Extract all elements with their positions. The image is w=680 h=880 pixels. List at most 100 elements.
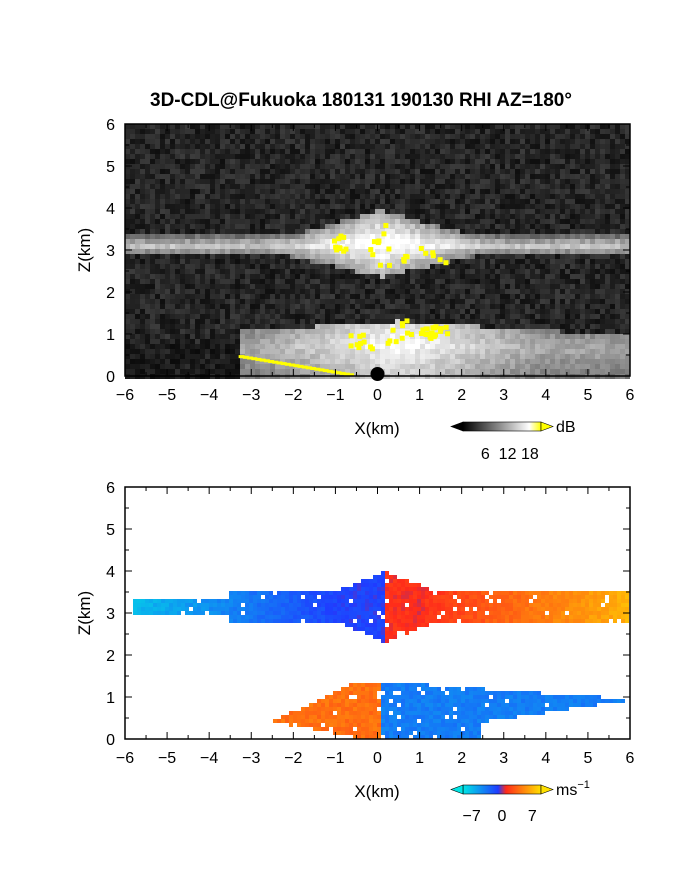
reflectivity-pixel [550,124,555,129]
reflectivity-pixel [220,289,225,294]
reflectivity-pixel [230,324,235,329]
reflectivity-pixel [215,164,220,169]
reflectivity-pixel [525,344,530,349]
reflectivity-pixel [200,294,205,299]
reflectivity-pixel [435,289,440,294]
reflectivity-pixel [255,149,260,154]
reflectivity-pixel [250,369,255,374]
reflectivity-pixel [430,359,435,364]
reflectivity-pixel [420,189,425,194]
reflectivity-pixel [125,334,130,339]
reflectivity-pixel [230,369,235,374]
reflectivity-pixel [235,124,240,129]
reflectivity-pixel [460,144,465,149]
reflectivity-pixel [420,309,425,314]
reflectivity-pixel [470,259,475,264]
reflectivity-pixel [565,189,570,194]
reflectivity-pixel [540,334,545,339]
reflectivity-pixel [500,184,505,189]
reflectivity-pixel [580,349,585,354]
reflectivity-pixel [405,189,410,194]
reflectivity-pixel [575,329,580,334]
reflectivity-pixel [335,329,340,334]
reflectivity-pixel [525,149,530,154]
reflectivity-pixel [165,134,170,139]
reflectivity-pixel [330,304,335,309]
reflectivity-pixel [335,154,340,159]
reflectivity-pixel [305,299,310,304]
reflectivity-pixel [265,354,270,359]
reflectivity-pixel [205,299,210,304]
reflectivity-pixel [310,269,315,274]
reflectivity-pixel [230,239,235,244]
reflectivity-pixel [165,264,170,269]
reflectivity-pixel [540,304,545,309]
reflectivity-pixel [480,279,485,284]
reflectivity-pixel [300,309,305,314]
reflectivity-pixel [420,334,425,339]
reflectivity-pixel [360,164,365,169]
reflectivity-pixel [295,244,300,249]
reflectivity-pixel [185,339,190,344]
reflectivity-pixel [535,179,540,184]
reflectivity-pixel [480,139,485,144]
reflectivity-pixel [240,179,245,184]
reflectivity-pixel [510,349,515,354]
reflectivity-pixel [290,264,295,269]
reflectivity-pixel [420,219,425,224]
reflectivity-pixel [240,199,245,204]
reflectivity-pixel [465,154,470,159]
reflectivity-pixel [180,269,185,274]
reflectivity-pixel [225,299,230,304]
reflectivity-pixel [600,339,605,344]
reflectivity-pixel [135,159,140,164]
reflectivity-pixel [185,224,190,229]
reflectivity-pixel [385,354,390,359]
reflectivity-pixel [510,309,515,314]
reflectivity-pixel [470,209,475,214]
reflectivity-pixel [140,294,145,299]
reflectivity-pixel [370,174,375,179]
reflectivity-pixel [215,349,220,354]
reflectivity-pixel [320,139,325,144]
reflectivity-pixel [465,144,470,149]
reflectivity-pixel [315,194,320,199]
reflectivity-pixel [135,219,140,224]
reflectivity-pixel [275,204,280,209]
reflectivity-pixel [235,329,240,334]
reflectivity-pixel [505,359,510,364]
reflectivity-pixel [535,169,540,174]
reflectivity-pixel [375,214,380,219]
reflectivity-pixel [265,224,270,229]
reflectivity-pixel [320,224,325,229]
reflectivity-pixel [550,249,555,254]
reflectivity-pixel [565,199,570,204]
reflectivity-pixel [440,224,445,229]
reflectivity-pixel [310,129,315,134]
reflectivity-pixel [290,199,295,204]
reflectivity-pixel [435,364,440,369]
reflectivity-pixel [295,324,300,329]
reflectivity-pixel [490,149,495,154]
reflectivity-pixel [195,354,200,359]
reflectivity-pixel [380,159,385,164]
reflectivity-pixel [235,359,240,364]
reflectivity-pixel [415,294,420,299]
reflectivity-pixel [415,279,420,284]
reflectivity-pixel [225,214,230,219]
reflectivity-pixel [380,254,385,259]
reflectivity-pixel [370,189,375,194]
reflectivity-pixel [555,134,560,139]
reflectivity-pixel [590,259,595,264]
reflectivity-pixel [535,289,540,294]
reflectivity-pixel [155,269,160,274]
reflectivity-pixel [540,134,545,139]
reflectivity-pixel [410,319,415,324]
reflectivity-pixel [195,219,200,224]
reflectivity-pixel [400,364,405,369]
reflectivity-pixel [545,214,550,219]
reflectivity-pixel [285,124,290,129]
reflectivity-pixel [325,129,330,134]
reflectivity-pixel [515,274,520,279]
reflectivity-pixel [470,344,475,349]
